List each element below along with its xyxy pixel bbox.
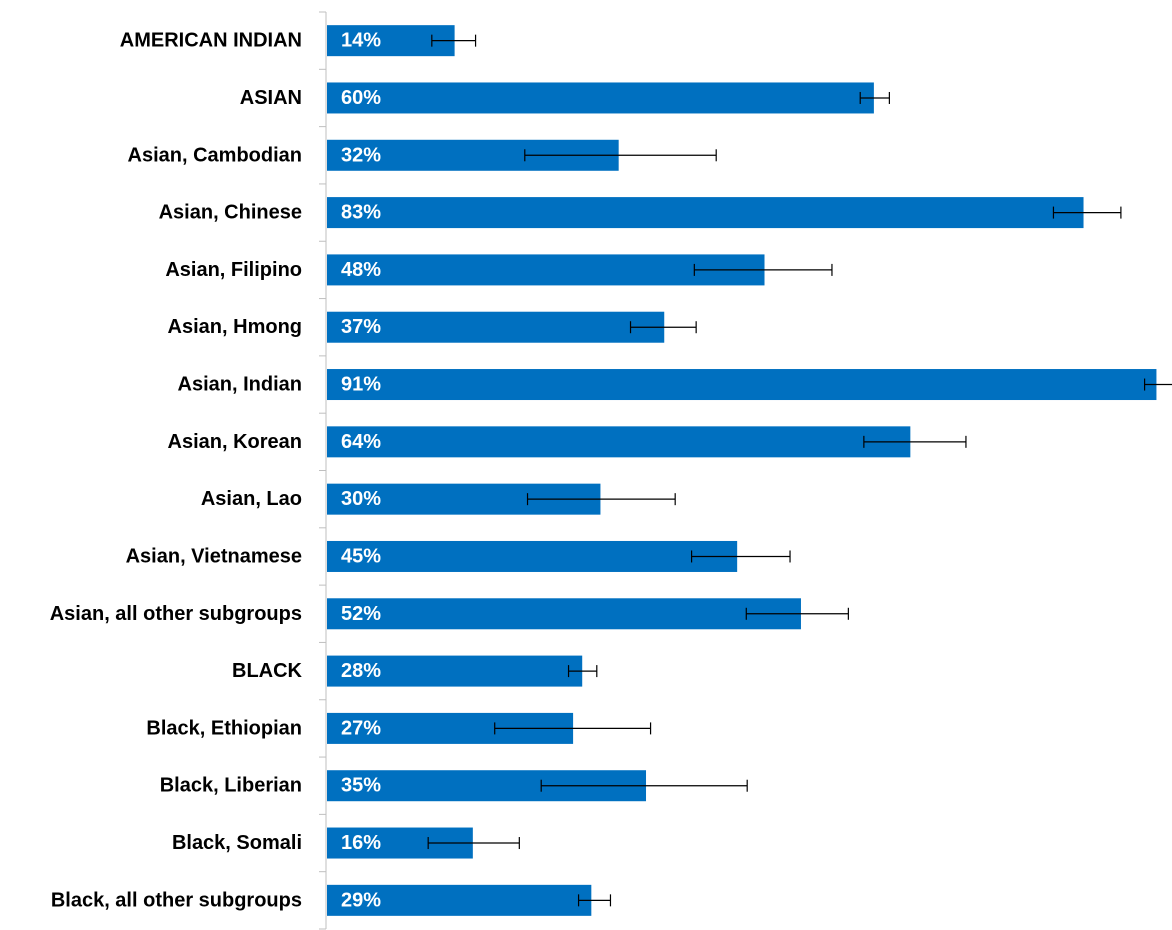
value-label: 32% — [341, 144, 381, 166]
error-bar — [431, 34, 477, 47]
error-bars — [427, 34, 1172, 907]
bar — [327, 884, 592, 916]
error-bar — [526, 493, 676, 506]
value-label: 29% — [341, 889, 381, 911]
category-label: ASIAN — [240, 87, 302, 109]
category-label: Black, Liberian — [160, 775, 302, 797]
error-bar — [540, 779, 748, 792]
bar — [327, 197, 1084, 229]
category-label: BLACK — [232, 660, 303, 682]
error-bar — [567, 665, 598, 678]
value-label: 91% — [341, 374, 381, 396]
error-bar — [577, 894, 612, 907]
error-bar — [1143, 378, 1172, 391]
category-label: Black, Somali — [172, 832, 302, 854]
bar — [327, 540, 738, 572]
category-label: Asian, Filipino — [165, 259, 302, 281]
value-label: 27% — [341, 717, 381, 739]
error-bar — [690, 550, 791, 563]
bar — [327, 254, 765, 286]
category-label: Asian, Hmong — [168, 316, 302, 338]
value-label: 30% — [341, 488, 381, 510]
category-label: Asian, Vietnamese — [126, 545, 302, 567]
value-label: 83% — [341, 202, 381, 224]
value-label: 14% — [341, 30, 381, 52]
error-bar — [745, 607, 849, 620]
category-label: Asian, Korean — [168, 431, 302, 453]
bar — [327, 655, 583, 687]
category-label: Black, Ethiopian — [146, 717, 302, 739]
bar — [327, 426, 911, 458]
bars — [327, 25, 1157, 916]
value-label: 45% — [341, 545, 381, 567]
error-bar — [693, 263, 833, 276]
category-label: Asian, Lao — [201, 488, 302, 510]
value-label: 48% — [341, 259, 381, 281]
value-labels: 14% 60% 32% 83% 48% 37% 91% 64% 30% 45% 52% 28% 27% 3… — [341, 30, 381, 912]
value-label: 64% — [341, 431, 381, 453]
error-bar — [494, 722, 652, 735]
category-label: AMERICAN INDIAN — [120, 30, 302, 52]
value-label: 28% — [341, 660, 381, 682]
category-label: Asian, all other subgroups — [50, 603, 302, 625]
error-bar — [427, 837, 520, 850]
category-label: Asian, Chinese — [159, 202, 302, 224]
category-label: Black, all other subgroups — [51, 889, 302, 911]
value-label: 52% — [341, 603, 381, 625]
value-label: 60% — [341, 87, 381, 109]
category-labels: AMERICAN INDIAN ASIAN Asian, Cambodian Asia… — [50, 30, 303, 912]
error-bar — [629, 321, 697, 334]
error-bar — [524, 149, 717, 162]
bar — [327, 311, 665, 343]
category-label: Asian, Indian — [178, 374, 302, 396]
value-label: 35% — [341, 775, 381, 797]
bar — [327, 598, 801, 630]
category-label: Asian, Cambodian — [128, 144, 302, 166]
category-ticks — [319, 11, 326, 930]
value-label: 16% — [341, 832, 381, 854]
bar — [327, 369, 1157, 401]
error-bar — [859, 91, 890, 104]
error-bar — [1052, 206, 1122, 219]
error-bar — [863, 435, 967, 448]
value-label: 37% — [341, 316, 381, 338]
bar — [327, 82, 874, 114]
